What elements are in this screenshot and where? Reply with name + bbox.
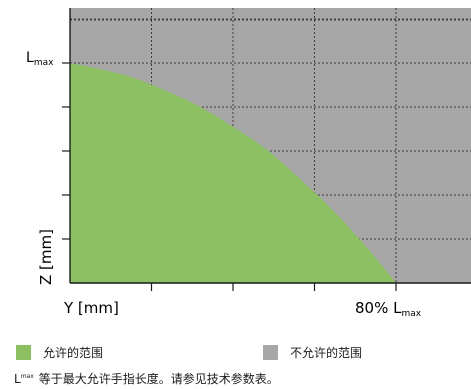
legend-allowed-label: 允许的范围	[43, 346, 104, 360]
legend-allowed: 允许的范围	[16, 344, 103, 361]
legend-not-allowed-label: 不允许的范围	[290, 346, 363, 360]
allowed-region-area	[70, 63, 396, 283]
x-ticks	[150, 283, 397, 291]
footnote-prefix: L	[14, 372, 21, 386]
footnote: Lmax 等于最大允许手指长度。请参见技术参数表。	[14, 370, 279, 387]
x-axis-label: Y [mm]	[63, 299, 119, 317]
y-axis-label: Z [mm]	[37, 229, 55, 285]
legend-not-allowed: 不允许的范围	[263, 344, 362, 361]
y-top-label: Lmax	[26, 50, 54, 68]
chart: Lmax Z [mm] Y [mm] 80% Lmax	[26, 8, 471, 319]
y-ticks	[62, 62, 70, 240]
not-allowed-swatch	[263, 345, 278, 360]
x-end-label: 80% Lmax	[355, 299, 422, 319]
allowed-swatch	[16, 345, 31, 360]
footnote-sup: max	[20, 373, 34, 380]
footnote-text: 等于最大允许手指长度。请参见技术参数表。	[38, 372, 279, 386]
